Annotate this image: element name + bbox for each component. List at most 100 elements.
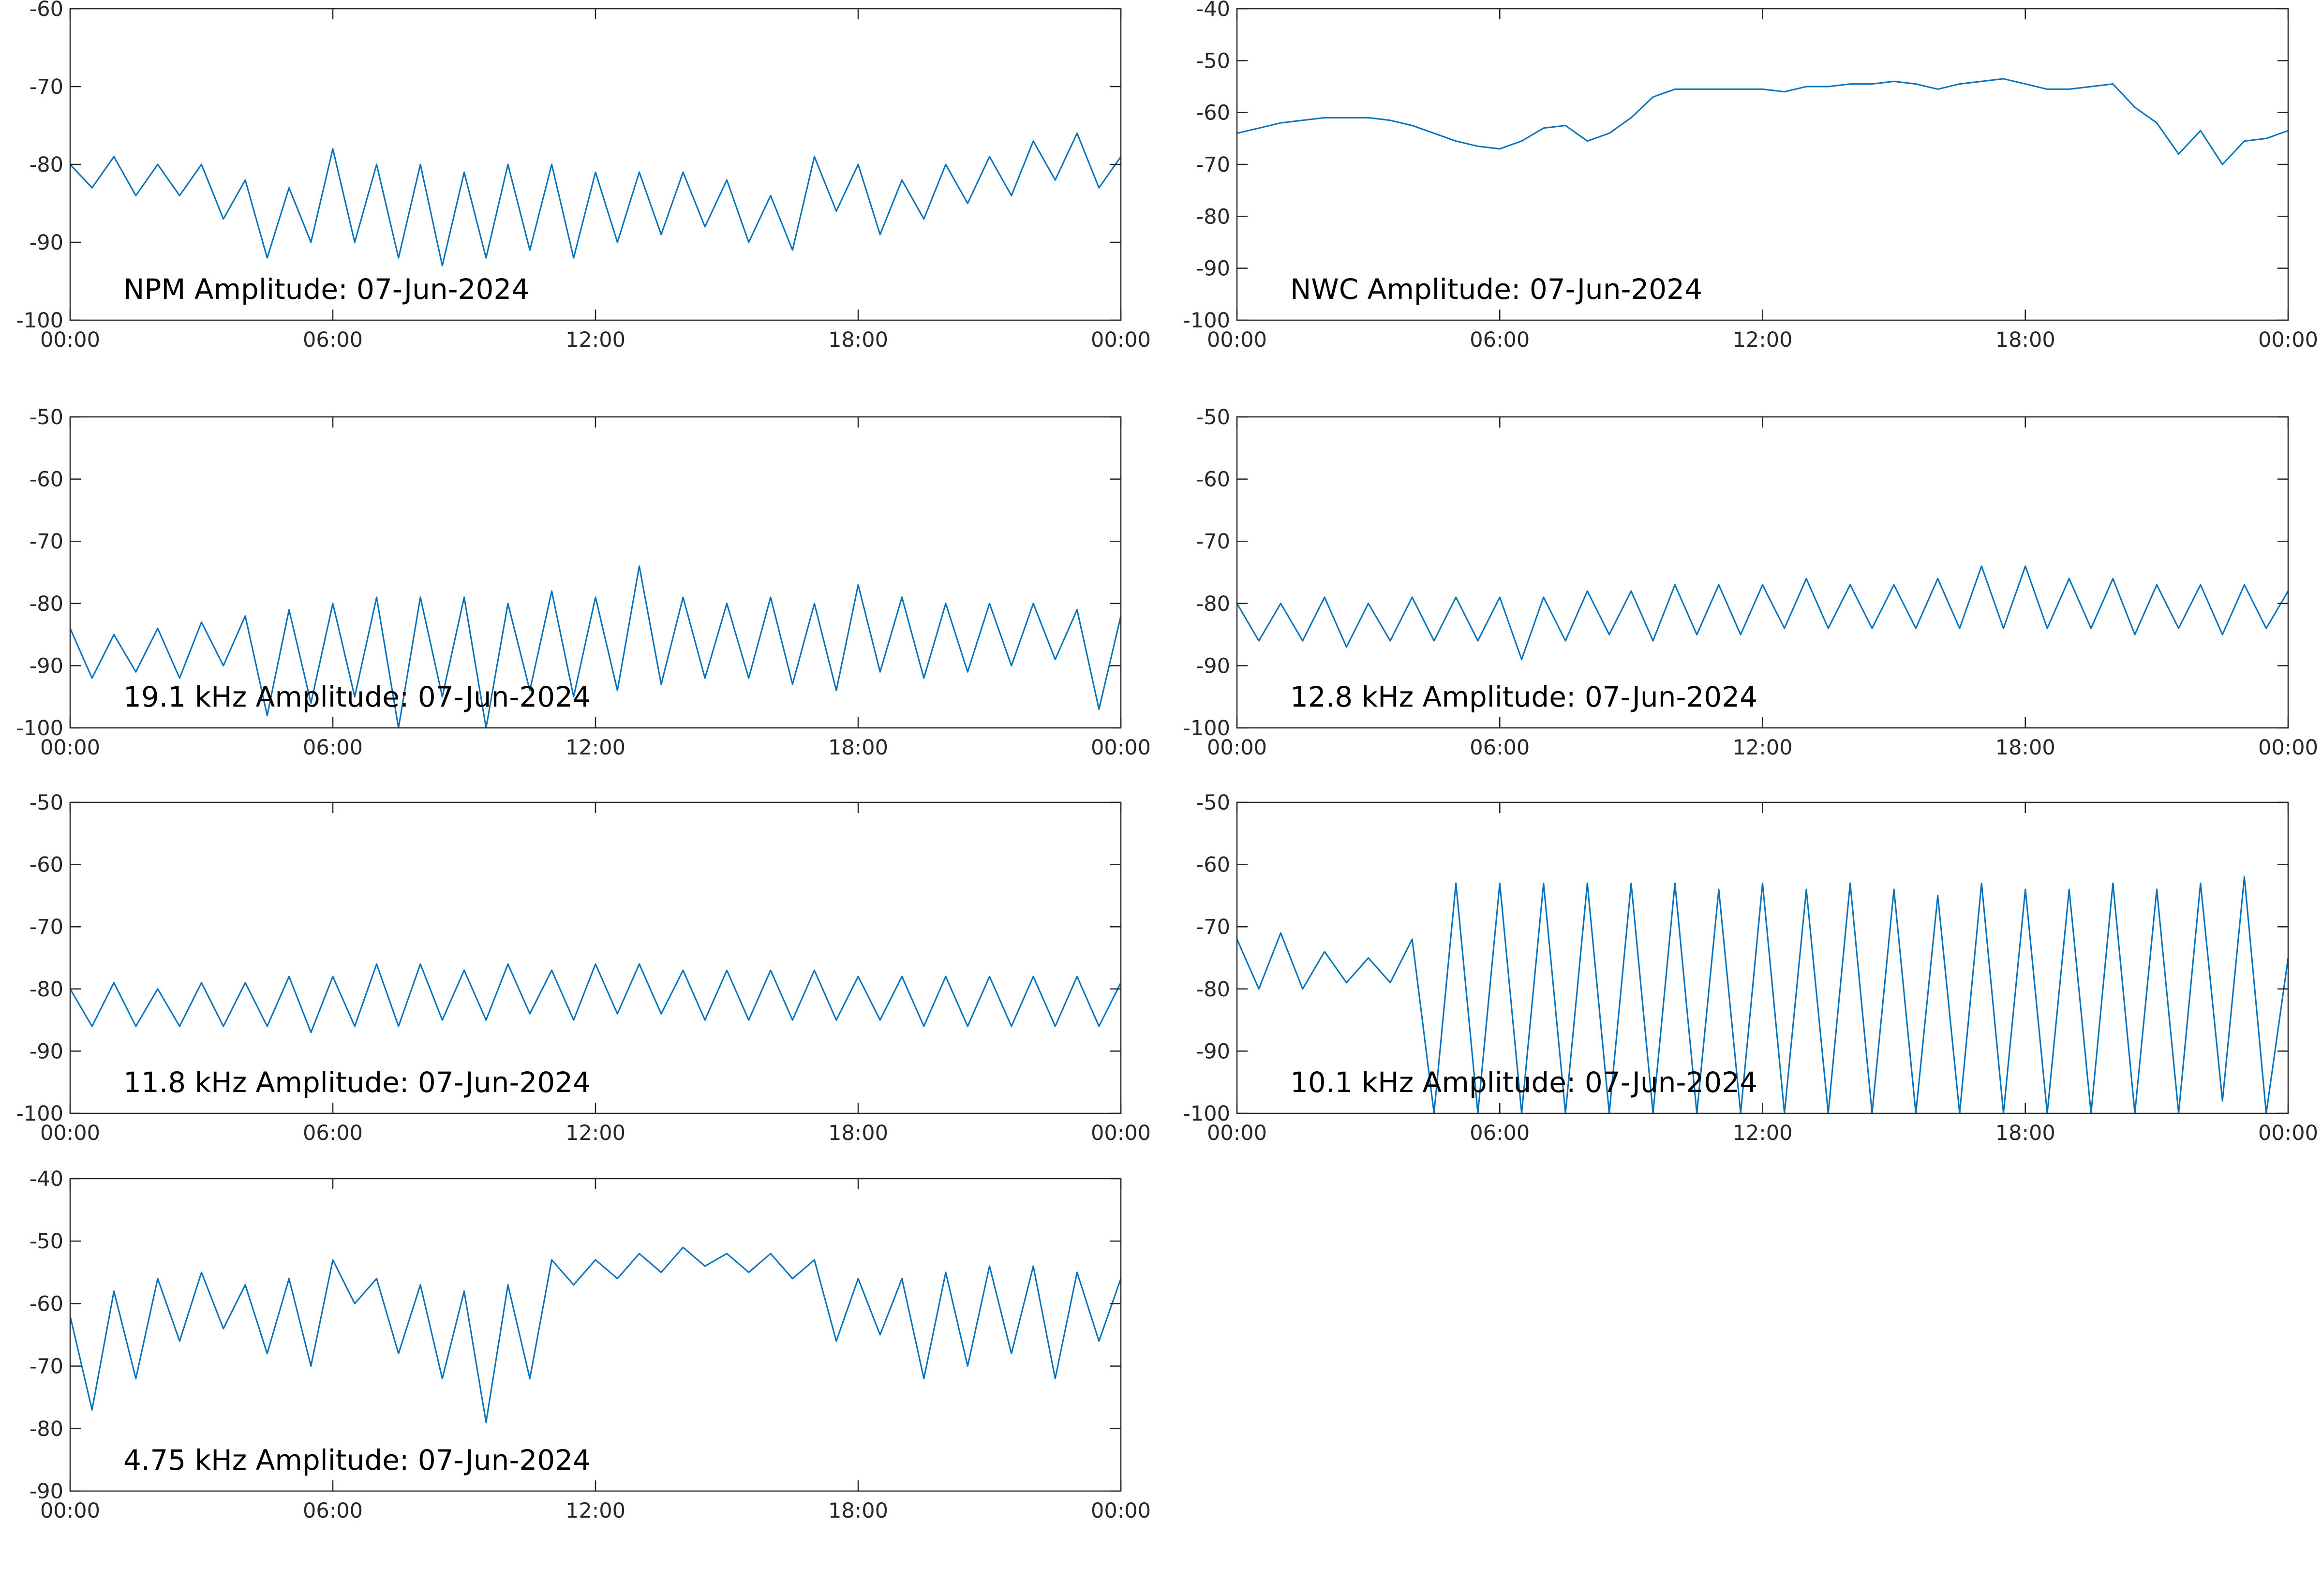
y-tick-label: -50 [1196, 791, 1230, 815]
data-line [70, 1246, 1121, 1423]
y-tick-label: -90 [30, 1479, 63, 1504]
y-tick-label: -50 [1196, 49, 1230, 73]
data-line [70, 963, 1121, 1034]
panel: -100 -90 -80 -70 -60 -50 00:00 06:00 12:00 18:00 0… [16, 405, 1151, 760]
x-tick-label: 12:00 [566, 736, 625, 760]
y-tick-label: -100 [1183, 309, 1230, 333]
x-tick-label: 00:00 [1207, 328, 1267, 352]
y-tick-label: -90 [1196, 654, 1230, 678]
y-tick-label: -80 [30, 153, 63, 177]
y-tick-label: -100 [16, 716, 63, 740]
plot-area [70, 963, 1121, 1034]
plot-area [70, 565, 1121, 728]
y-tick-label: -60 [30, 853, 63, 877]
panel-title: 4.75 kHz Amplitude: 07-Jun-2024 [123, 1444, 591, 1477]
x-tick-label: 06:00 [303, 1121, 363, 1145]
x-tick-label: 06:00 [303, 1499, 363, 1523]
x-tick-label: 00:00 [1207, 736, 1267, 760]
y-tick-label: -50 [1196, 405, 1230, 429]
data-line [1237, 565, 2288, 660]
x-tick-label: 00:00 [2258, 736, 2318, 760]
panel-title: 12.8 kHz Amplitude: 07-Jun-2024 [1290, 680, 1757, 713]
y-tick-label: -70 [30, 1355, 63, 1379]
x-tick-label: 06:00 [1470, 328, 1530, 352]
y-tick-label: -60 [30, 1292, 63, 1316]
panel-title: NPM Amplitude: 07-Jun-2024 [123, 273, 529, 306]
data-line [1237, 876, 2288, 1113]
panel: -100 -90 -80 -70 -60 -50 -40 00:00 06:00 12:00 18:… [1183, 0, 2318, 352]
y-tick-label: -80 [1196, 592, 1230, 616]
y-tick-label: -90 [1196, 257, 1230, 281]
x-tick-label: 00:00 [1091, 1121, 1151, 1145]
data-line [70, 133, 1121, 266]
panel: -100 -90 -80 -70 -60 -50 00:00 06:00 12:00 18:00 0… [1183, 791, 2318, 1145]
x-tick-label: 18:00 [828, 328, 888, 352]
y-tick-label: -90 [30, 231, 63, 255]
y-tick-label: -60 [1196, 101, 1230, 125]
y-tick-label: -80 [30, 977, 63, 1002]
x-tick-label: 06:00 [1470, 736, 1530, 760]
y-tick-label: -90 [30, 654, 63, 678]
y-tick-label: -70 [30, 75, 63, 99]
panel-title: 10.1 kHz Amplitude: 07-Jun-2024 [1290, 1066, 1757, 1099]
y-tick-label: -100 [16, 1102, 63, 1126]
y-tick-label: -80 [1196, 977, 1230, 1002]
data-line [1237, 78, 2288, 165]
y-tick-label: -100 [1183, 716, 1230, 740]
x-tick-label: 00:00 [2258, 1121, 2318, 1145]
panel: -90 -80 -70 -60 -50 -40 00:00 06:00 12:00 18:00 00… [30, 1167, 1151, 1523]
x-tick-label: 12:00 [566, 1499, 625, 1523]
y-tick-label: -50 [30, 791, 63, 815]
x-tick-label: 00:00 [40, 1121, 100, 1145]
panel: -100 -90 -80 -70 -60 -50 00:00 06:00 12:00 18:00 0… [16, 791, 1151, 1145]
y-tick-label: -100 [1183, 1102, 1230, 1126]
y-tick-label: -40 [30, 1167, 63, 1191]
plot-area [1237, 876, 2288, 1113]
panel-title: NWC Amplitude: 07-Jun-2024 [1290, 273, 1702, 306]
data-line [70, 565, 1121, 728]
x-tick-label: 00:00 [40, 736, 100, 760]
x-tick-label: 00:00 [1091, 328, 1151, 352]
x-tick-label: 00:00 [2258, 328, 2318, 352]
y-tick-label: -70 [30, 915, 63, 939]
x-tick-label: 18:00 [828, 1121, 888, 1145]
x-tick-label: 12:00 [566, 1121, 625, 1145]
y-tick-label: -70 [1196, 153, 1230, 177]
x-tick-label: 18:00 [1995, 328, 2055, 352]
plot-area [1237, 78, 2288, 165]
y-tick-label: -100 [16, 309, 63, 333]
y-tick-label: -60 [1196, 853, 1230, 877]
y-tick-label: -60 [1196, 468, 1230, 492]
y-tick-label: -40 [1196, 0, 1230, 21]
panel: -100 -90 -80 -70 -60 -50 00:00 06:00 12:00 18:00 0… [1183, 405, 2318, 760]
x-tick-label: 00:00 [1091, 736, 1151, 760]
plot-area [70, 1246, 1121, 1423]
x-tick-label: 18:00 [828, 736, 888, 760]
x-tick-label: 00:00 [40, 328, 100, 352]
panel-title: 11.8 kHz Amplitude: 07-Jun-2024 [123, 1066, 591, 1099]
x-tick-label: 06:00 [303, 328, 363, 352]
x-tick-label: 12:00 [566, 328, 625, 352]
plot-area [1237, 565, 2288, 660]
panel: -100 -90 -80 -70 -60 00:00 06:00 12:00 18:00 00:0… [16, 0, 1151, 352]
y-tick-label: -90 [1196, 1039, 1230, 1064]
x-tick-label: 12:00 [1733, 736, 1793, 760]
x-tick-label: 06:00 [1470, 1121, 1530, 1145]
x-tick-label: 12:00 [1733, 1121, 1793, 1145]
y-tick-label: -50 [30, 405, 63, 429]
y-tick-label: -50 [30, 1229, 63, 1254]
y-tick-label: -80 [30, 592, 63, 616]
plot-area [70, 133, 1121, 266]
x-tick-label: 18:00 [828, 1499, 888, 1523]
x-tick-label: 18:00 [1995, 736, 2055, 760]
x-tick-label: 00:00 [40, 1499, 100, 1523]
y-tick-label: -80 [1196, 205, 1230, 229]
x-tick-label: 00:00 [1091, 1499, 1151, 1523]
y-tick-label: -70 [1196, 915, 1230, 939]
x-tick-label: 12:00 [1733, 328, 1793, 352]
y-tick-label: -80 [30, 1417, 63, 1441]
x-tick-label: 06:00 [303, 736, 363, 760]
y-tick-label: -90 [30, 1039, 63, 1064]
